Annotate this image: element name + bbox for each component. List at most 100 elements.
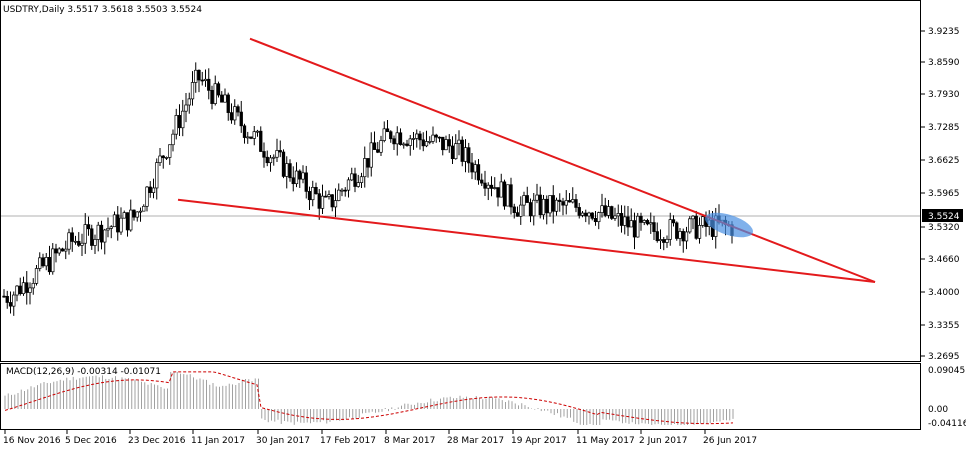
candle	[447, 134, 451, 153]
candle	[203, 69, 208, 87]
candle	[171, 129, 175, 152]
candle	[463, 139, 468, 173]
candle	[431, 126, 435, 144]
candle	[424, 130, 429, 148]
candle	[200, 71, 204, 86]
chart-header: USDTRY,Daily 3.5517 3.5618 3.5503 3.5524	[3, 5, 202, 15]
candle	[307, 186, 312, 210]
candle	[41, 253, 45, 268]
candle	[499, 173, 503, 198]
price-tick-label: 3.2695	[928, 352, 960, 362]
candle	[106, 217, 110, 238]
candle	[164, 156, 169, 161]
candle	[311, 180, 315, 207]
candle	[255, 129, 260, 137]
candle	[168, 144, 172, 165]
candle	[18, 277, 22, 296]
candle	[545, 195, 549, 225]
candle	[437, 136, 442, 143]
candle	[70, 227, 74, 252]
candle	[268, 154, 273, 172]
macd-signal-line	[4, 371, 734, 425]
price-tick-label: 3.4660	[928, 255, 960, 265]
candle	[96, 221, 100, 252]
candle	[51, 243, 55, 275]
candle	[317, 188, 321, 220]
candle	[184, 92, 188, 123]
candle	[623, 205, 627, 235]
trendlines-layer	[177, 37, 876, 283]
candle	[496, 187, 500, 207]
candle	[502, 179, 507, 210]
candle	[600, 193, 604, 218]
candle	[109, 225, 113, 239]
candle	[151, 178, 156, 199]
candle	[554, 197, 559, 216]
candle	[587, 211, 591, 225]
candle	[359, 172, 364, 188]
candle	[470, 153, 474, 180]
candle	[369, 132, 373, 177]
candle	[649, 212, 653, 234]
candle	[80, 233, 84, 256]
current-price-label: 3.5524	[928, 212, 960, 222]
candle	[304, 165, 308, 199]
time-tick-label: 2 Jun 2017	[639, 436, 687, 446]
candle	[57, 247, 61, 256]
candle	[93, 234, 97, 255]
candle	[155, 158, 159, 200]
candle	[444, 135, 448, 151]
candle	[418, 130, 422, 150]
candle	[259, 126, 263, 152]
candle	[678, 228, 682, 246]
candle	[697, 217, 702, 244]
candle	[249, 136, 253, 140]
candle	[701, 214, 705, 228]
candle	[213, 75, 217, 106]
candle	[291, 166, 295, 192]
candle	[353, 167, 357, 193]
candle	[86, 216, 91, 236]
candle	[132, 209, 136, 221]
candle	[158, 148, 162, 166]
time-tick-label: 17 Feb 2017	[320, 436, 376, 446]
candle	[337, 183, 341, 202]
candle	[561, 197, 565, 216]
candle	[54, 243, 58, 263]
candle	[668, 212, 672, 246]
candle	[236, 104, 240, 117]
candle	[44, 253, 48, 271]
candle	[324, 190, 328, 198]
candle	[691, 215, 695, 230]
candle	[366, 158, 370, 178]
candle	[223, 88, 227, 103]
candle	[681, 228, 685, 253]
candle	[564, 190, 568, 215]
candle	[25, 271, 29, 305]
trendline-lower	[177, 198, 876, 283]
candle	[197, 69, 201, 93]
price-tick-label: 3.5320	[928, 223, 960, 233]
candle	[506, 184, 510, 207]
candle	[298, 169, 302, 188]
candle	[577, 202, 581, 219]
candle	[129, 199, 133, 232]
candle	[12, 291, 16, 316]
candle	[77, 232, 81, 247]
candle	[580, 210, 585, 218]
candle	[610, 205, 614, 220]
candle	[314, 182, 318, 195]
candle	[655, 222, 659, 243]
candle	[142, 204, 146, 212]
breakout-highlight	[705, 212, 753, 238]
price-tick-label: 3.3355	[928, 321, 960, 331]
candle	[515, 206, 520, 217]
candle	[177, 104, 182, 136]
macd-layer	[4, 371, 734, 425]
candle	[434, 133, 438, 143]
candle	[262, 142, 266, 168]
price-tick-label: 3.7930	[928, 90, 960, 100]
candle	[327, 190, 331, 200]
candle	[567, 193, 572, 203]
axes-layer: 3.9235 3.8590 3.7930 3.7285 3.6625 3.5965 3.53…	[3, 27, 966, 446]
